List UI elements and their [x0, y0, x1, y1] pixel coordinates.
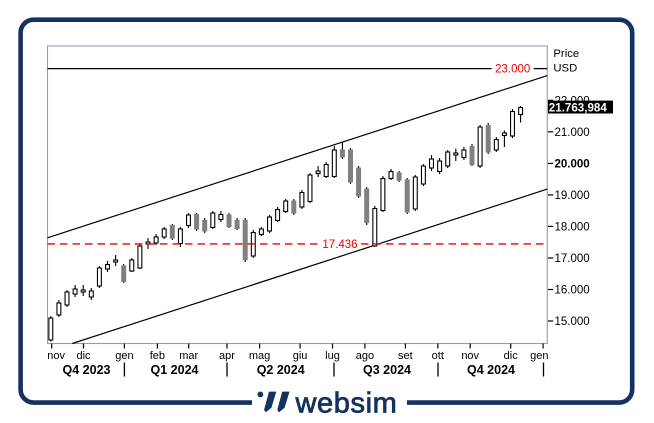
svg-text:21.000: 21.000 — [555, 127, 590, 139]
svg-text:set: set — [398, 350, 413, 362]
svg-text:nov: nov — [461, 350, 479, 362]
svg-text:17.000: 17.000 — [555, 253, 590, 265]
svg-text:Q1 2024: Q1 2024 — [151, 363, 199, 377]
svg-text:15.000: 15.000 — [555, 316, 590, 328]
svg-text:Q4 2024: Q4 2024 — [467, 363, 515, 377]
svg-text:ago: ago — [356, 350, 374, 362]
svg-text:websim: websim — [295, 388, 398, 420]
svg-text:USD: USD — [553, 63, 577, 75]
svg-text:Q2 2024: Q2 2024 — [257, 363, 305, 377]
svg-text:Q3 2024: Q3 2024 — [363, 363, 411, 377]
svg-text:ott: ott — [432, 350, 444, 362]
svg-text:gen: gen — [530, 350, 548, 362]
svg-text:17.436: 17.436 — [322, 239, 357, 251]
svg-text:mag: mag — [249, 350, 270, 362]
svg-text:Price: Price — [553, 48, 579, 60]
svg-text:20.000: 20.000 — [555, 158, 590, 170]
svg-text:dic: dic — [76, 350, 91, 362]
svg-text:23.000: 23.000 — [495, 63, 530, 75]
svg-text:Q4 2023: Q4 2023 — [63, 363, 111, 377]
svg-text:18.000: 18.000 — [555, 221, 590, 233]
svg-text:giu: giu — [293, 350, 308, 362]
svg-text:mar: mar — [179, 350, 198, 362]
svg-text:19.000: 19.000 — [555, 190, 590, 202]
svg-text:feb: feb — [150, 350, 165, 362]
svg-text:lug: lug — [325, 350, 340, 362]
svg-text:gen: gen — [115, 350, 133, 362]
svg-text:apr: apr — [219, 350, 235, 362]
svg-text:nov: nov — [47, 350, 65, 362]
svg-text:dic: dic — [504, 350, 519, 362]
svg-text:16.000: 16.000 — [555, 285, 590, 297]
svg-text:21.763,984: 21.763,984 — [549, 102, 608, 115]
